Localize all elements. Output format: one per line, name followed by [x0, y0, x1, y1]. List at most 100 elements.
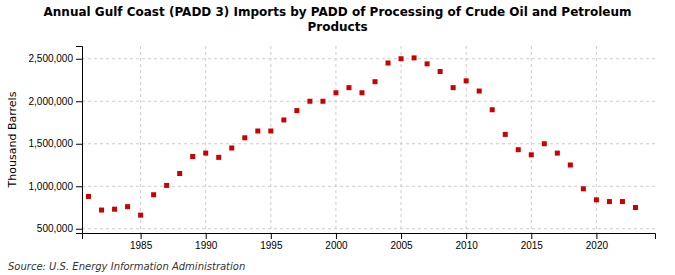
point — [203, 151, 208, 156]
x-grid-line — [205, 46, 206, 233]
point — [138, 213, 143, 218]
y-grid-line — [82, 58, 655, 59]
point — [281, 117, 286, 122]
x-tick: 1995 — [260, 233, 283, 251]
point — [359, 90, 364, 95]
y-tick: 1,500,000 — [29, 138, 83, 149]
point — [425, 61, 430, 66]
point — [333, 90, 338, 95]
point — [190, 154, 195, 159]
y-tick-mark — [76, 144, 82, 145]
point — [529, 152, 534, 157]
x-grid-line — [401, 46, 402, 233]
x-grid-line — [596, 46, 597, 233]
grid — [82, 46, 655, 233]
y-tick-label: 500,000 — [37, 223, 74, 234]
x-tick-label: 1995 — [260, 240, 283, 251]
x-axis-line — [83, 234, 656, 240]
point — [307, 99, 312, 104]
point — [477, 89, 482, 94]
x-tick-mark — [206, 233, 207, 239]
point — [568, 163, 573, 168]
x-tick-label: 2005 — [390, 240, 413, 251]
x-tick: 1990 — [195, 233, 218, 251]
point — [255, 129, 260, 134]
x-tick: 2015 — [521, 233, 544, 251]
y-tick-label: 2,000,000 — [29, 96, 74, 107]
x-tick-mark — [466, 233, 467, 239]
point — [164, 183, 169, 188]
point — [125, 204, 130, 209]
point — [386, 61, 391, 66]
y-tick-mark — [76, 186, 82, 187]
y-tick-label: 1,000,000 — [29, 181, 74, 192]
x-grid-line — [531, 46, 532, 233]
point — [373, 79, 378, 84]
y-grid-line — [82, 228, 655, 229]
point — [242, 135, 247, 140]
x-tick-mark — [401, 233, 402, 239]
point — [581, 186, 586, 191]
chart: 1985 1990 1995 2000 2005 2010 2015 2020 500,000 1… — [0, 0, 675, 275]
y-tick-mark — [76, 229, 82, 230]
point — [216, 155, 221, 160]
title-line: Products — [307, 20, 367, 34]
point — [542, 141, 547, 146]
point — [412, 55, 417, 60]
x-tick-label: 2020 — [586, 240, 609, 251]
y-axis-title: Thousand Barrels — [6, 91, 19, 188]
x-tick-mark — [596, 233, 597, 239]
y-tick: 500,000 — [37, 223, 82, 234]
x-grid-line — [335, 46, 336, 233]
points — [86, 55, 638, 217]
x-tick-label: 1985 — [130, 240, 153, 251]
x-tick-mark — [531, 233, 532, 239]
point — [112, 207, 117, 212]
x-tick-label: 2015 — [521, 240, 544, 251]
point — [438, 69, 443, 74]
point — [594, 197, 599, 202]
x-tick: 2010 — [456, 233, 479, 251]
point — [229, 146, 234, 151]
x-grid-line — [140, 46, 141, 233]
point — [464, 78, 469, 83]
x-tick-label: 2010 — [456, 240, 479, 251]
x-tick-label: 1990 — [195, 240, 218, 251]
annotation: Source: U.S. Energy Information Administ… — [8, 261, 245, 272]
x-tick: 2005 — [390, 233, 413, 251]
y-tick: 2,000,000 — [29, 96, 83, 107]
point — [320, 99, 325, 104]
title: Annual Gulf Coast (PADD 3) Imports by PA… — [44, 5, 632, 34]
x-axis: 1985 1990 1995 2000 2005 2010 2015 2020 — [83, 233, 656, 251]
point — [633, 205, 638, 210]
point — [555, 151, 560, 156]
y-axis: 500,000 1,000,000 1,500,000 2,000,000 2,500,… — [29, 47, 83, 235]
point — [151, 192, 156, 197]
y-tick: 1,000,000 — [29, 181, 83, 192]
point — [294, 108, 299, 113]
x-tick-label: 2000 — [325, 240, 348, 251]
point — [346, 85, 351, 90]
point — [399, 56, 404, 61]
y-tick-label: 2,500,000 — [29, 53, 74, 64]
y-tick-label: 1,500,000 — [29, 138, 74, 149]
point — [620, 199, 625, 204]
x-tick-mark — [271, 233, 272, 239]
x-tick: 1985 — [130, 233, 153, 251]
point — [490, 107, 495, 112]
x-tick: 2020 — [586, 233, 609, 251]
point — [607, 199, 612, 204]
y-tick: 2,500,000 — [29, 53, 83, 64]
x-tick-mark — [141, 233, 142, 239]
x-tick-mark — [336, 233, 337, 239]
x-tick: 2000 — [325, 233, 348, 251]
x-grid-line — [466, 46, 467, 233]
point — [268, 129, 273, 134]
point — [86, 194, 91, 199]
point — [177, 171, 182, 176]
x-grid-line — [270, 46, 271, 233]
point — [516, 147, 521, 152]
point — [503, 132, 508, 137]
y-axis-line — [76, 47, 83, 234]
y-tick-mark — [76, 101, 82, 102]
